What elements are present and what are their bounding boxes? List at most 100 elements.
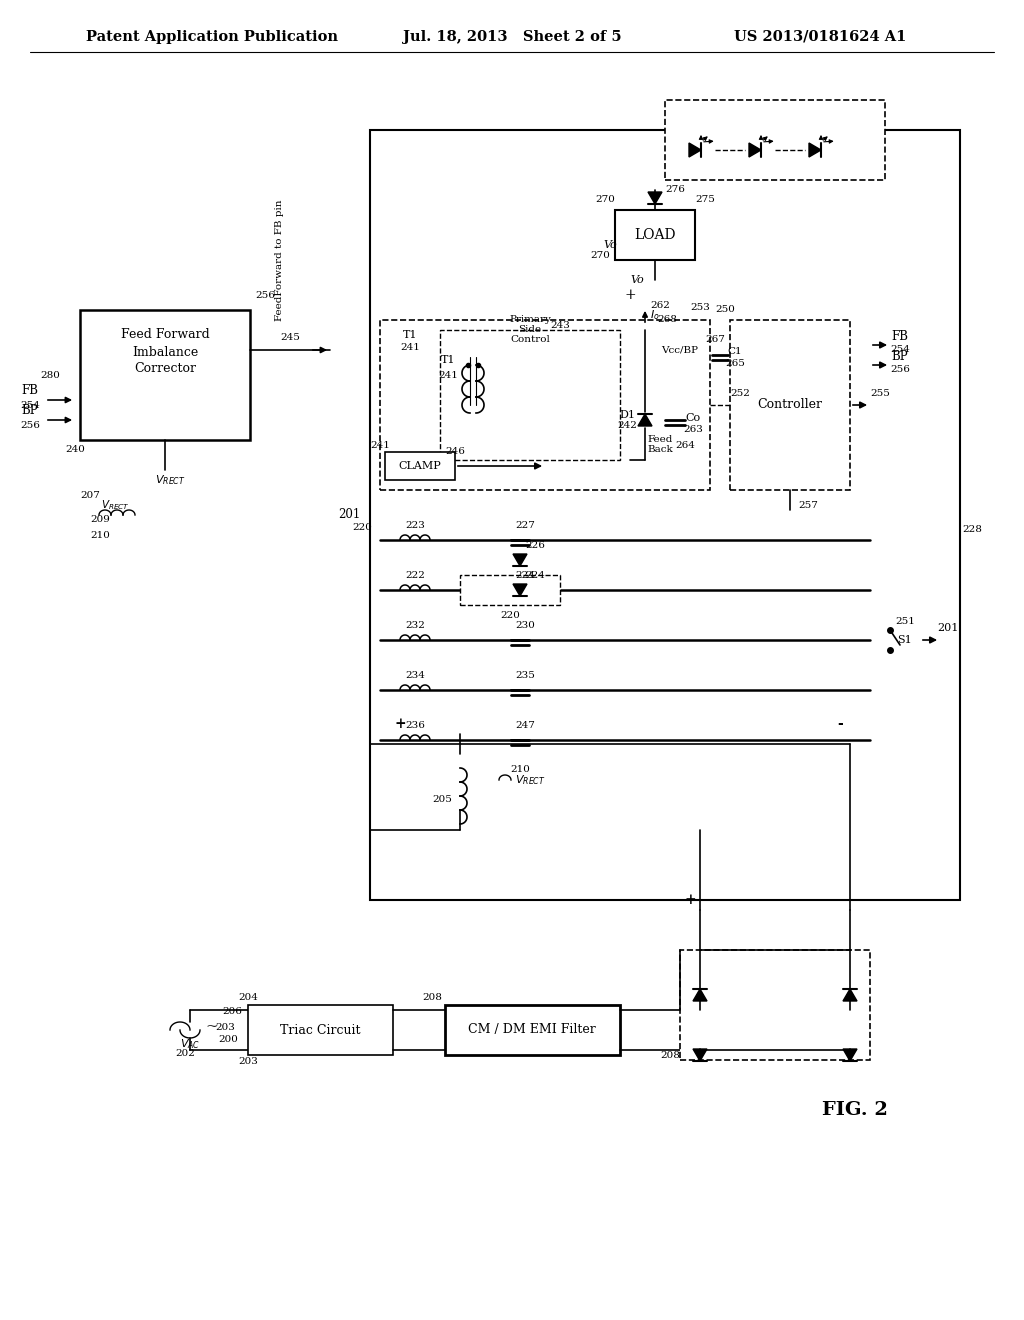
Text: 220: 220 bbox=[500, 610, 520, 619]
Text: C1: C1 bbox=[728, 347, 742, 356]
Text: Patent Application Publication: Patent Application Publication bbox=[86, 30, 338, 44]
Polygon shape bbox=[749, 143, 761, 157]
Bar bbox=[615, 210, 695, 260]
Text: 243: 243 bbox=[550, 321, 570, 330]
Text: 254: 254 bbox=[890, 346, 910, 355]
Text: $V_{AC}$: $V_{AC}$ bbox=[180, 1038, 200, 1051]
Text: 227: 227 bbox=[515, 521, 535, 531]
Text: Feed: Feed bbox=[647, 436, 673, 445]
Bar bbox=[665, 100, 885, 180]
Text: 270: 270 bbox=[590, 251, 610, 260]
Text: 246: 246 bbox=[445, 447, 465, 457]
Text: ~: ~ bbox=[206, 1020, 218, 1034]
Text: 250: 250 bbox=[715, 305, 735, 314]
Text: T1: T1 bbox=[402, 330, 417, 341]
Text: 201: 201 bbox=[937, 623, 958, 634]
Bar bbox=[385, 451, 455, 480]
Polygon shape bbox=[693, 1049, 707, 1061]
Bar bbox=[370, 129, 961, 900]
Polygon shape bbox=[513, 554, 527, 566]
Text: 208: 208 bbox=[660, 1051, 680, 1060]
Polygon shape bbox=[693, 989, 707, 1001]
Bar bbox=[680, 950, 870, 1060]
Text: 206: 206 bbox=[222, 1007, 242, 1016]
Text: Imbalance: Imbalance bbox=[132, 346, 198, 359]
Text: 275: 275 bbox=[695, 195, 715, 205]
Polygon shape bbox=[843, 989, 857, 1001]
Text: 265: 265 bbox=[725, 359, 744, 367]
Text: 228: 228 bbox=[963, 525, 982, 535]
Text: Corrector: Corrector bbox=[134, 363, 196, 375]
Text: Feed Forward: Feed Forward bbox=[121, 329, 209, 342]
Text: 242: 242 bbox=[617, 421, 637, 429]
Text: FIG. 2: FIG. 2 bbox=[822, 1101, 888, 1119]
Text: Primary: Primary bbox=[509, 315, 551, 325]
Text: 241: 241 bbox=[400, 343, 420, 352]
Text: 208: 208 bbox=[422, 994, 442, 1002]
Text: Control: Control bbox=[510, 335, 550, 345]
Text: $I_o$: $I_o$ bbox=[650, 308, 659, 322]
Text: CLAMP: CLAMP bbox=[398, 461, 441, 471]
Bar bbox=[80, 310, 250, 440]
Text: 241: 241 bbox=[370, 441, 390, 450]
Text: 262: 262 bbox=[650, 301, 670, 309]
Text: 200: 200 bbox=[218, 1035, 238, 1044]
Text: 241: 241 bbox=[438, 371, 458, 380]
Polygon shape bbox=[648, 191, 662, 205]
Text: 209: 209 bbox=[90, 516, 110, 524]
Text: 252: 252 bbox=[730, 388, 750, 397]
Text: 263: 263 bbox=[683, 425, 702, 434]
Text: S1: S1 bbox=[898, 635, 912, 645]
Bar bbox=[460, 576, 560, 605]
Polygon shape bbox=[638, 414, 652, 426]
Text: -: - bbox=[838, 717, 843, 731]
Text: 251: 251 bbox=[895, 618, 914, 627]
Text: Vcc/BP: Vcc/BP bbox=[662, 346, 698, 355]
Text: +: + bbox=[684, 894, 696, 907]
Polygon shape bbox=[843, 1049, 857, 1061]
Text: 207: 207 bbox=[80, 491, 100, 499]
Polygon shape bbox=[689, 143, 701, 157]
Bar bbox=[248, 1005, 393, 1055]
Text: T1: T1 bbox=[440, 355, 456, 366]
Text: 245: 245 bbox=[280, 334, 300, 342]
Text: US 2013/0181624 A1: US 2013/0181624 A1 bbox=[734, 30, 906, 44]
Text: 223: 223 bbox=[406, 521, 425, 531]
Text: 224: 224 bbox=[525, 570, 545, 579]
Text: 254: 254 bbox=[20, 400, 40, 409]
Polygon shape bbox=[809, 143, 821, 157]
Text: FeedForward to FB pin: FeedForward to FB pin bbox=[275, 199, 285, 321]
Text: BP: BP bbox=[892, 351, 908, 363]
Text: 204: 204 bbox=[238, 994, 258, 1002]
Text: 270: 270 bbox=[595, 195, 615, 205]
Text: 226: 226 bbox=[525, 540, 545, 549]
Text: 203: 203 bbox=[215, 1023, 234, 1031]
Text: 234: 234 bbox=[406, 672, 425, 681]
Text: $V_{RECT}$: $V_{RECT}$ bbox=[100, 498, 129, 512]
Text: Vo: Vo bbox=[603, 240, 616, 249]
Text: 203: 203 bbox=[238, 1057, 258, 1067]
Text: Back: Back bbox=[647, 446, 673, 454]
Text: 256: 256 bbox=[20, 421, 40, 429]
Polygon shape bbox=[513, 583, 527, 597]
Text: $V_{RECT}$: $V_{RECT}$ bbox=[515, 774, 546, 787]
Text: CM / DM EMI Filter: CM / DM EMI Filter bbox=[468, 1023, 596, 1036]
Text: 205: 205 bbox=[432, 796, 452, 804]
Text: 210: 210 bbox=[90, 531, 110, 540]
Text: +: + bbox=[625, 288, 636, 302]
Text: 224: 224 bbox=[515, 572, 535, 581]
Bar bbox=[730, 319, 850, 490]
Text: 201: 201 bbox=[338, 508, 360, 521]
Text: 276: 276 bbox=[665, 186, 685, 194]
Text: 255: 255 bbox=[870, 388, 890, 397]
Bar bbox=[380, 319, 710, 490]
Text: Triac Circuit: Triac Circuit bbox=[280, 1023, 360, 1036]
Text: LOAD: LOAD bbox=[634, 228, 676, 242]
Text: Co: Co bbox=[685, 413, 700, 422]
Text: +: + bbox=[394, 717, 406, 731]
Text: $V_{RECT}$: $V_{RECT}$ bbox=[155, 473, 185, 487]
Text: 264: 264 bbox=[675, 441, 695, 450]
Text: 247: 247 bbox=[515, 722, 535, 730]
Text: Jul. 18, 2013   Sheet 2 of 5: Jul. 18, 2013 Sheet 2 of 5 bbox=[402, 30, 622, 44]
Text: 210: 210 bbox=[510, 766, 530, 775]
